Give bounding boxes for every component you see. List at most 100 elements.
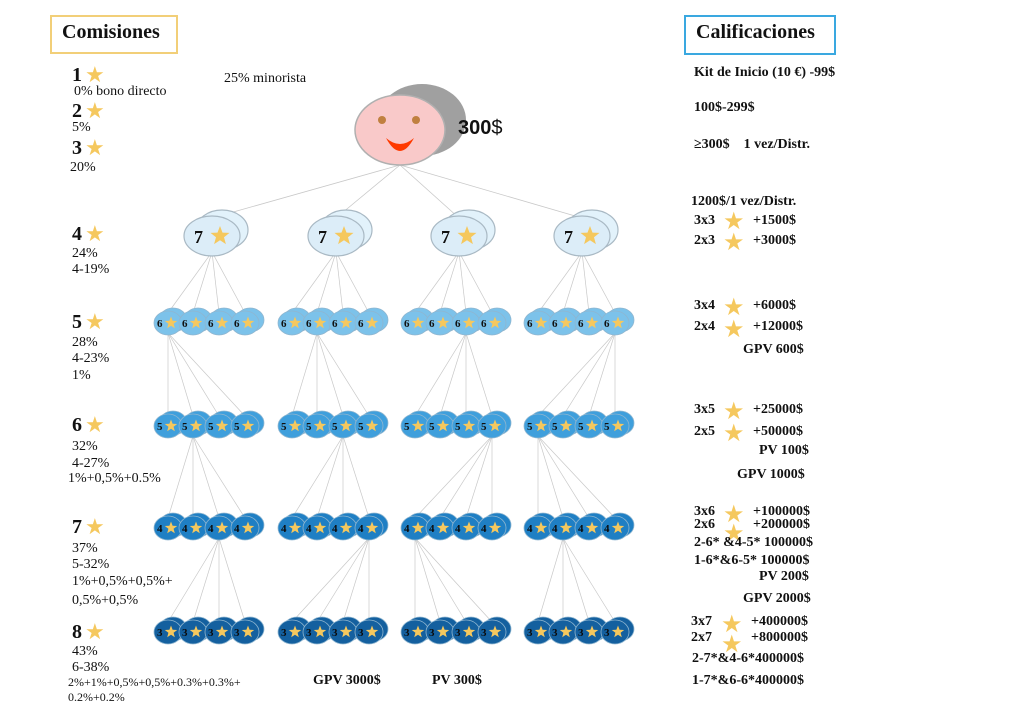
row3-label-3-1: 3 (552, 627, 558, 639)
connector-l2-2-0 (414, 251, 460, 314)
level-3-line-1: 20% (70, 160, 96, 175)
row0-label-0-3: 6 (234, 318, 240, 330)
g7b-star-icon: ★ (723, 521, 745, 547)
level-6-line-1: 32% (72, 439, 98, 454)
connector-r2-0-0 (167, 537, 220, 623)
row1-star-icon-2-0 (411, 419, 425, 432)
row2-label-3-0: 4 (527, 523, 533, 535)
connector-r2-0-1 (192, 537, 220, 623)
row3-label-3-3: 3 (604, 627, 610, 639)
level-5-number: 5 (72, 311, 82, 333)
row2-star-icon-1-2 (339, 521, 353, 534)
level-7-star-icon: ★ (85, 514, 105, 539)
g6a-star-icon: ★ (723, 399, 745, 425)
level-6-line-2: 4-27% (72, 456, 110, 471)
row0-star-icon-3-1 (559, 316, 573, 329)
connector-top-2 (399, 164, 460, 219)
row2-star-icon-3-1 (559, 521, 573, 534)
row1-label-0-0: 5 (157, 421, 163, 433)
level2-node-0 (183, 215, 241, 257)
connector-l2-2-1 (439, 251, 460, 314)
connector-l2-3-3 (581, 251, 616, 314)
row3-star-icon-0-2 (215, 625, 229, 638)
connector-top-3 (399, 164, 583, 219)
row3-star-icon-1-2 (339, 625, 353, 638)
row3-star-icon-3-1 (559, 625, 573, 638)
connector-r1-3-3 (537, 435, 616, 519)
row2-label-0-2: 4 (208, 523, 214, 535)
level-4-line-1: 24% (72, 246, 98, 261)
row0-star-icon-2-2 (462, 316, 476, 329)
row3-label-0-3: 3 (234, 627, 240, 639)
row3-star-icon-2-3 (488, 625, 502, 638)
row0-star-icon-0-0 (164, 316, 178, 329)
row2-label-0-1: 4 (182, 523, 188, 535)
row3-label-2-1: 3 (429, 627, 435, 639)
row3-star-icon-2-0 (411, 625, 425, 638)
level-4-number: 4 (72, 223, 82, 245)
connector-r2-0-3 (218, 537, 246, 623)
g6b-star-icon: ★ (723, 421, 745, 447)
row1-star-icon-0-3 (241, 419, 255, 432)
connector-l2-1-3 (335, 251, 370, 314)
g4b-bonus: +3000$ (753, 233, 796, 248)
g5a-label: 3x4 (694, 298, 715, 313)
row1-star-icon-3-0 (534, 419, 548, 432)
level-3-star-icon: ★ (85, 135, 105, 160)
row1-star-icon-2-1 (436, 419, 450, 432)
row3-star-icon-0-0 (164, 625, 178, 638)
level-7-line-1: 37% (72, 541, 98, 556)
row3-star-icon-0-3 (241, 625, 255, 638)
row0-star-icon-0-1 (189, 316, 203, 329)
row0-star-icon-1-2 (339, 316, 353, 329)
level-8-line-3: 2%+1%+0,5%+0,5%+0.3%+0.3%+ (68, 675, 241, 689)
connector-l2-1-2 (335, 251, 344, 314)
row2-label-1-1: 4 (306, 523, 312, 535)
g8a-bonus: +400000$ (751, 614, 808, 629)
row2-label-1-2: 4 (332, 523, 338, 535)
connector-r2-1-0 (291, 537, 370, 623)
level-1-star-icon: ★ (85, 62, 105, 87)
row2-star-icon-3-3 (611, 521, 625, 534)
row1-star-icon-2-2 (462, 419, 476, 432)
g5b-bonus: +12000$ (753, 319, 803, 334)
g8b-label: 2x7 (691, 630, 712, 645)
g7d-text: 1-6*&6-5* 100000$ (694, 553, 810, 568)
connector-l2-3-2 (581, 251, 590, 314)
row2-label-2-1: 4 (429, 523, 435, 535)
row3-label-2-3: 3 (481, 627, 487, 639)
level-7-line-3: 1%+0,5%+0,5%+ (72, 574, 173, 589)
row1-label-1-3: 5 (358, 421, 364, 433)
connector-r2-3-3 (562, 537, 616, 623)
level2-star-icon-0 (210, 226, 230, 245)
connector-r1-1-1 (316, 435, 344, 519)
row3-star-icon-2-1 (436, 625, 450, 638)
connector-r0-2-1 (439, 332, 467, 417)
row1-star-icon-0-1 (189, 419, 203, 432)
connector-r1-0-0 (167, 435, 194, 519)
g7a-star-icon: ★ (723, 502, 745, 528)
level-5-star-icon: ★ (85, 309, 105, 334)
row1-label-3-3: 5 (604, 421, 610, 433)
row1-star-icon-1-2 (339, 419, 353, 432)
level2-star-icon-3 (580, 226, 600, 245)
connector-r2-2-3 (414, 537, 493, 623)
row1-star-icon-0-0 (164, 419, 178, 432)
row1-label-3-1: 5 (552, 421, 558, 433)
connector-r2-3-2 (562, 537, 590, 623)
level2-node-3 (553, 215, 611, 257)
row2-star-icon-2-0 (411, 521, 425, 534)
row1-label-2-2: 5 (455, 421, 461, 433)
row0-label-1-0: 6 (281, 318, 287, 330)
level2-node-label-2: 7 (441, 227, 450, 247)
row0-star-icon-1-0 (288, 316, 302, 329)
commissions-title: Comisiones (62, 21, 160, 43)
level-8-star-icon: ★ (85, 619, 105, 644)
row2-star-icon-0-1 (189, 521, 203, 534)
connector-r2-1-1 (316, 537, 370, 623)
row3-star-icon-3-2 (585, 625, 599, 638)
g7a-label: 3x6 (694, 504, 715, 519)
level-3-number: 3 (72, 137, 82, 159)
row1-label-2-3: 5 (481, 421, 487, 433)
